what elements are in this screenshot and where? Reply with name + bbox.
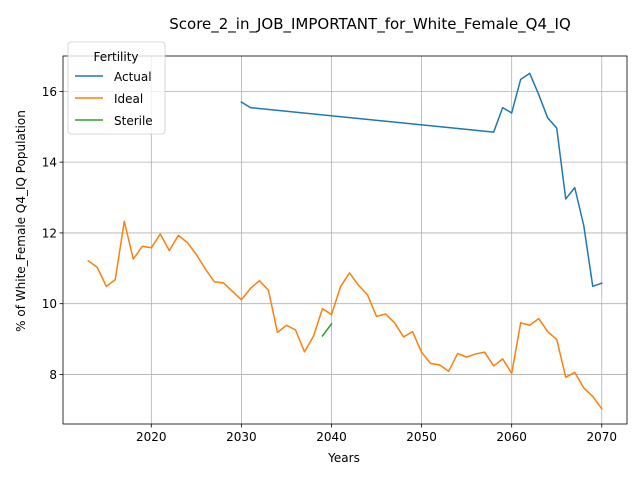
legend: Fertility Actual Ideal Sterile [67, 41, 166, 135]
grid-lines [63, 56, 627, 424]
y-tick-label: 16 [42, 85, 57, 99]
x-tick-label: 2020 [136, 430, 167, 444]
series-lines [87, 72, 603, 410]
x-axis-ticks: 2020 2030 2040 2050 2060 2070 [136, 424, 617, 444]
y-axis-label: % of White_Female Q4_IQ Population [14, 110, 28, 332]
y-tick-label: 8 [49, 368, 57, 382]
y-tick-label: 12 [42, 226, 57, 240]
plot-frame [62, 55, 628, 425]
x-tick-label: 2060 [496, 430, 527, 444]
y-tick-label: 10 [42, 297, 57, 311]
y-tick-label: 14 [42, 156, 57, 170]
legend-label-actual: Actual [114, 70, 152, 84]
series-line-actual [240, 72, 603, 288]
x-tick-label: 2050 [406, 430, 437, 444]
x-axis-label: Years [327, 451, 360, 465]
legend-label-sterile: Sterile [114, 114, 153, 128]
x-tick-label: 2070 [586, 430, 617, 444]
x-tick-label: 2040 [316, 430, 347, 444]
series-line-ideal [87, 220, 603, 410]
x-tick-label: 2030 [226, 430, 257, 444]
legend-box [67, 41, 166, 135]
legend-title: Fertility [93, 50, 138, 64]
legend-label-ideal: Ideal [114, 92, 143, 106]
series-line-sterile [321, 322, 333, 337]
y-axis-ticks: 8 10 12 14 16 [42, 85, 63, 382]
chart-title: Score_2_in_JOB_IMPORTANT_for_White_Femal… [169, 15, 571, 34]
